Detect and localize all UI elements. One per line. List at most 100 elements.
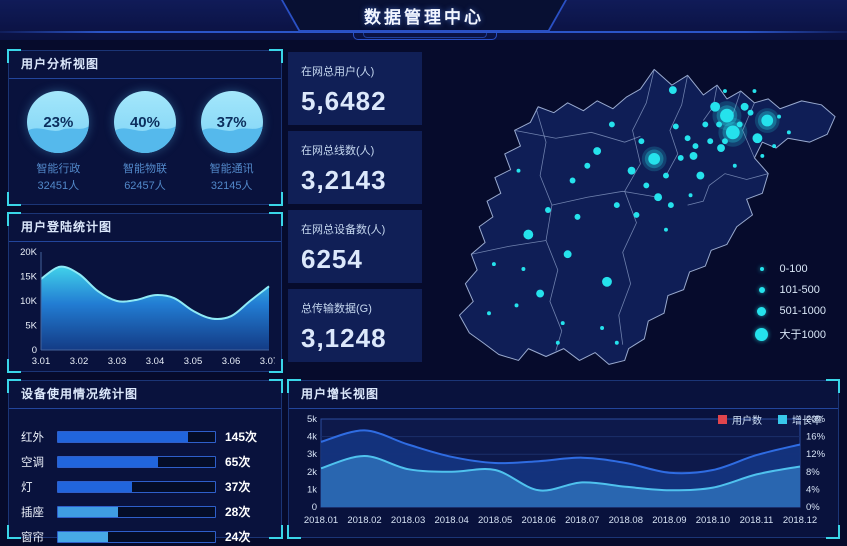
map-data-point: [584, 162, 591, 169]
panel-user-growth: 用户增长视图 用户数 增长率 0 1k 2k 3k 4k 5k 0% 4% 8% 12% 16% 20%…: [287, 379, 840, 539]
map-data-point: [736, 121, 743, 128]
map-data-point: [722, 89, 727, 93]
legend-item[interactable]: 增长率: [778, 412, 822, 427]
map-data-point: [684, 135, 691, 142]
corner-bracket: [269, 359, 283, 373]
device-bar-fill: [58, 481, 132, 492]
stat-card-label: 在网总线数(人): [301, 145, 375, 157]
map-data-point: [643, 182, 650, 189]
gauge-label: 智能行政 32451人: [36, 163, 81, 192]
map-data-point: [722, 138, 728, 145]
left-axis-tick: 3k: [307, 449, 317, 460]
corner-bracket: [7, 212, 21, 226]
map-legend: 0-100 101-500 501-1000 大于1000: [754, 263, 827, 351]
map-legend-dot: [755, 327, 768, 341]
map-data-point: [593, 147, 602, 155]
map-legend-label: 大于1000: [779, 329, 826, 341]
x-axis-tick: 3.07: [260, 356, 275, 367]
right-axis-tick: 8%: [806, 467, 820, 478]
user-gauge: 40% 智能物联 62457人: [113, 91, 176, 194]
x-axis-tick: 3.04: [146, 356, 165, 367]
map-legend-item: 501-1000: [754, 305, 827, 317]
map-legend-label: 501-1000: [779, 305, 827, 317]
header-ornament: [363, 33, 487, 38]
x-axis-tick: 2018.08: [609, 515, 643, 526]
corner-bracket: [287, 379, 301, 393]
legend-swatch: [718, 415, 727, 424]
panel-title-login-stats: 用户登陆统计图: [9, 214, 281, 242]
user-gauge: 23% 智能行政 32451人: [27, 91, 90, 194]
map-data-point: [521, 267, 526, 271]
device-bar-track: [57, 505, 216, 518]
x-axis-tick: 2018.04: [434, 515, 468, 526]
map-legend-label: 101-500: [779, 284, 820, 296]
x-axis-tick: 2018.03: [391, 515, 425, 526]
x-axis-tick: 2018.02: [347, 515, 381, 526]
map-data-point: [717, 144, 725, 152]
corner-bracket: [826, 379, 840, 393]
stat-card: 在网总设备数(人) 6254: [288, 210, 422, 283]
liquid-gauge: 37%: [200, 91, 263, 153]
map-data-point: [614, 340, 619, 345]
left-axis-tick: 2k: [307, 467, 317, 478]
corner-bracket: [269, 212, 283, 226]
map-data-point: [600, 326, 605, 330]
corner-bracket: [269, 525, 283, 539]
header-divider: [0, 31, 847, 33]
device-bar-fill: [58, 431, 189, 442]
x-axis-tick: 2018.06: [522, 515, 556, 526]
map-data-point: [491, 262, 496, 267]
map-data-point: [716, 121, 723, 128]
right-axis-tick: 0%: [806, 502, 820, 513]
x-axis-tick: 3.06: [222, 356, 241, 367]
map-data-point: [692, 143, 699, 150]
map-data-point: [514, 303, 519, 308]
map-data-point: [688, 193, 693, 198]
stat-card-label: 在网总用户(人): [301, 66, 375, 78]
map-data-point: [569, 177, 576, 184]
gauge-label: 智能通讯 32145人: [209, 163, 254, 192]
map-legend-dot-box: [754, 287, 770, 293]
y-axis-tick: 5K: [25, 321, 37, 332]
page-title: 数据管理中心: [364, 7, 484, 27]
right-axis-tick: 20%: [806, 414, 826, 425]
map-legend-label: 0-100: [779, 263, 808, 275]
corner-bracket: [287, 525, 301, 539]
x-axis-tick: 2018.05: [478, 515, 512, 526]
map-data-point: [752, 89, 757, 93]
map-data-point: [536, 289, 545, 298]
device-label: 空调: [21, 456, 44, 469]
login-area-chart: 0 5K 10K 15K 20K 3.01 3.02 3.03 3.04 3.05 3.06 3.07: [20, 247, 275, 367]
stat-card-value: 5,6482: [301, 86, 387, 116]
map-legend-dot-box: [754, 306, 770, 316]
map-data-point: [672, 123, 679, 130]
map-data-point: [648, 152, 661, 165]
map-data-point: [487, 311, 491, 316]
gauge-wave: [200, 126, 263, 153]
gauge-label: 智能物联 62457人: [122, 163, 167, 192]
map-data-point: [677, 154, 684, 161]
x-axis-tick: 2018.01: [304, 515, 338, 526]
corner-bracket: [269, 192, 283, 206]
gauge-percent-value: 37%: [216, 113, 247, 131]
device-label: 灯: [21, 481, 33, 494]
map-data-point: [761, 114, 774, 127]
legend-item[interactable]: 用户数: [718, 412, 762, 427]
map-data-point: [560, 321, 565, 326]
x-axis-tick: 2018.07: [565, 515, 599, 526]
stat-card: 总传输数据(G) 3,1248: [288, 289, 422, 362]
map-data-point: [777, 114, 782, 119]
corner-bracket: [826, 525, 840, 539]
device-bar-track: [57, 480, 216, 493]
device-usage-row: 红外 145次: [21, 424, 269, 449]
x-axis-tick: 2018.12: [783, 515, 817, 526]
left-axis-tick: 5k: [307, 414, 317, 425]
corner-bracket: [7, 359, 21, 373]
stat-cards-column: 在网总用户(人) 5,6482 在网总线数(人) 3,2143 在网总设备数(人) 625…: [288, 52, 422, 368]
gauge-percent-value: 40%: [129, 113, 160, 131]
device-usage-row: 灯 37次: [21, 474, 269, 499]
y-axis-tick: 20K: [20, 247, 38, 258]
gauge-percent-value: 23%: [43, 113, 74, 131]
growth-area-chart: 0 1k 2k 3k 4k 5k 0% 4% 8% 12% 16% 20% 2018.01 2018.02…: [304, 414, 826, 526]
